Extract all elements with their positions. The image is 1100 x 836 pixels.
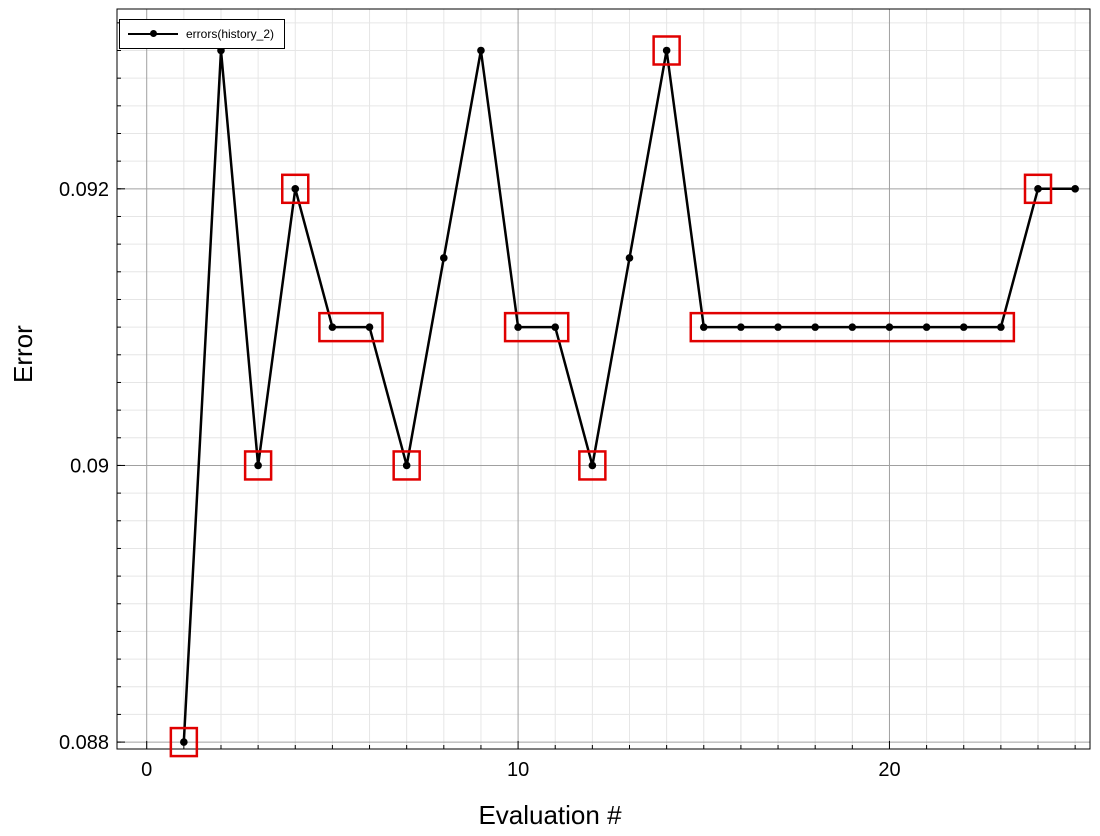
data-point [811, 323, 819, 331]
legend: errors(history_2) [119, 19, 286, 49]
highlight-box [689, 311, 1016, 343]
highlight-box [169, 726, 199, 758]
highlight-box [652, 35, 681, 66]
data-point [328, 323, 337, 331]
data-point [959, 323, 968, 331]
data-point [365, 323, 374, 331]
data-point [1071, 185, 1079, 193]
y-tick-label: 0.09 [70, 455, 109, 477]
data-point [402, 461, 411, 470]
x-tick-label: 10 [507, 759, 529, 781]
data-point [662, 46, 671, 55]
data-point [885, 323, 894, 331]
data-point [737, 323, 745, 331]
data-point [997, 323, 1005, 331]
data-point [180, 738, 188, 746]
highlight-box [578, 450, 607, 481]
data-point [848, 323, 857, 331]
data-point [699, 323, 708, 331]
data-point [625, 254, 634, 262]
data-point [922, 323, 931, 331]
data-point [514, 323, 522, 331]
data-point [774, 323, 782, 331]
highlight-box [243, 450, 273, 481]
data-point [291, 185, 300, 193]
highlight-box [503, 311, 570, 343]
x-axis-title: Evaluation # [478, 800, 622, 830]
highlight-box [392, 450, 421, 481]
y-tick-label: 0.088 [59, 732, 109, 754]
highlight-box [281, 173, 310, 205]
highlight-box [1023, 173, 1053, 205]
data-point [477, 46, 485, 55]
data-point [551, 323, 560, 331]
highlight-box [318, 311, 384, 343]
plot-frame [116, 8, 1091, 750]
data-point [254, 461, 262, 470]
data-point [588, 461, 597, 470]
x-tick-label: 0 [141, 759, 152, 781]
x-tick-label: 20 [878, 759, 900, 781]
legend-series-swatch [128, 30, 178, 37]
legend-series-label: errors(history_2) [186, 27, 275, 41]
data-point [440, 254, 448, 262]
y-axis-title: Error [8, 325, 38, 383]
y-tick-label: 0.092 [59, 179, 109, 201]
data-point [1034, 185, 1042, 193]
